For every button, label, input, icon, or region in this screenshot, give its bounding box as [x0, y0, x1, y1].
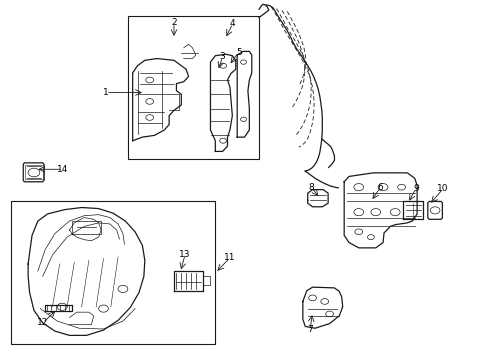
Text: 14: 14 — [57, 165, 68, 174]
Text: 3: 3 — [219, 52, 225, 61]
Text: 5: 5 — [235, 48, 241, 57]
Text: 7: 7 — [306, 325, 312, 334]
Text: 9: 9 — [412, 184, 418, 193]
Text: 2: 2 — [171, 18, 177, 27]
Text: 4: 4 — [229, 19, 235, 28]
Bar — [11, 202, 215, 344]
Text: 1: 1 — [103, 88, 108, 97]
Text: 8: 8 — [308, 183, 314, 192]
Text: 12: 12 — [37, 318, 48, 327]
Text: 13: 13 — [179, 250, 190, 259]
Bar — [127, 16, 259, 158]
Text: 11: 11 — [224, 253, 235, 262]
Text: 6: 6 — [377, 183, 383, 192]
Text: 10: 10 — [436, 184, 447, 193]
